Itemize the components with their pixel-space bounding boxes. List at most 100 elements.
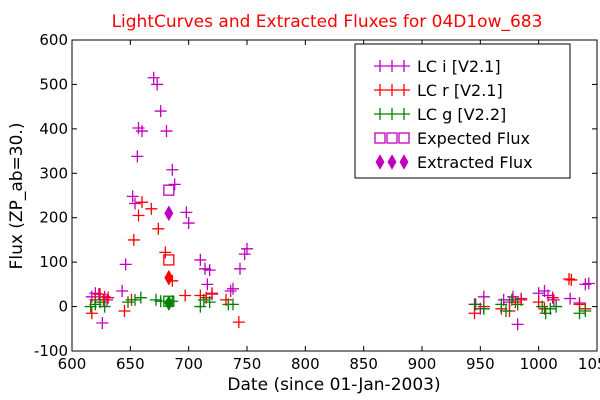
data-point — [203, 264, 216, 277]
data-point — [546, 291, 559, 304]
data-point — [129, 293, 141, 306]
data-point — [234, 262, 246, 275]
data-point — [163, 184, 175, 196]
y-tick-label: 300 — [39, 164, 68, 182]
data-point — [118, 305, 131, 318]
data-point — [573, 307, 586, 320]
data-point — [468, 307, 481, 320]
y-tick-label: 400 — [39, 120, 68, 138]
legend-marker — [398, 108, 410, 120]
data-point — [241, 242, 253, 255]
data-point — [194, 253, 207, 266]
data-point — [96, 317, 109, 330]
data-point — [89, 298, 102, 311]
data-point — [199, 262, 211, 275]
data-point — [232, 316, 245, 329]
data-point — [579, 305, 592, 318]
data-point — [511, 318, 524, 331]
y-tick-label: 100 — [39, 253, 68, 271]
y-tick-label: 200 — [39, 209, 68, 227]
data-point — [477, 302, 490, 315]
data-point — [500, 305, 512, 318]
data-point — [154, 105, 167, 118]
data-point — [129, 197, 141, 210]
x-tick-label: 750 — [233, 355, 262, 373]
data-point — [132, 121, 145, 134]
data-point — [147, 71, 160, 84]
data-point — [163, 254, 175, 266]
data-point — [582, 277, 595, 290]
x-tick-label: 850 — [349, 355, 378, 373]
legend-marker — [387, 154, 397, 170]
data-point — [145, 202, 158, 215]
legend-marker — [398, 84, 410, 96]
y-tick-label: 0 — [58, 298, 68, 316]
data-point — [102, 291, 115, 304]
data-point — [469, 298, 482, 311]
data-point — [495, 298, 508, 311]
x-tick-label: 700 — [174, 355, 203, 373]
data-point — [122, 296, 134, 309]
legend-marker — [386, 108, 398, 120]
legend-marker — [386, 132, 398, 144]
data-point — [98, 300, 111, 313]
y-tick-label: 500 — [39, 75, 68, 93]
legend-marker — [374, 84, 386, 96]
x-tick-label: 950 — [466, 355, 495, 373]
legend-marker — [398, 132, 410, 144]
data-point — [507, 290, 519, 303]
x-tick-label: 600 — [58, 355, 87, 373]
data-point — [224, 285, 237, 298]
data-point — [201, 278, 214, 291]
data-point — [544, 302, 557, 315]
data-point — [203, 296, 216, 309]
legend-marker — [386, 84, 398, 96]
data-point — [227, 298, 239, 311]
data-point — [166, 163, 179, 176]
data-point — [150, 293, 162, 306]
data-point — [168, 178, 181, 191]
data-point — [85, 307, 98, 320]
y-axis-label: Flux (ZP_ab=30.) — [7, 123, 27, 270]
legend-marker — [375, 154, 385, 170]
data-point — [536, 300, 549, 313]
data-point — [182, 217, 195, 230]
data-point — [152, 222, 165, 235]
x-tick-label: 900 — [408, 355, 437, 373]
data-point — [134, 291, 147, 304]
data-point — [564, 292, 577, 305]
data-point — [164, 205, 174, 222]
legend-marker — [399, 154, 409, 170]
y-tick-label: 600 — [39, 31, 68, 49]
data-point — [164, 269, 174, 286]
x-tick-label: 1000 — [520, 355, 558, 373]
data-point — [136, 125, 148, 138]
x-tick-label: 1050 — [578, 355, 600, 373]
plot-area-frame — [71, 39, 598, 352]
data-marks — [84, 71, 595, 331]
data-point — [136, 196, 148, 209]
data-point — [132, 209, 145, 222]
data-point — [84, 300, 97, 313]
data-point — [197, 293, 210, 306]
data-point — [179, 289, 192, 302]
data-point — [164, 295, 174, 311]
legend-marker — [386, 60, 398, 72]
data-point — [547, 293, 560, 306]
data-point — [160, 125, 173, 138]
legend-label: Extracted Flux — [417, 153, 533, 172]
data-point — [565, 273, 578, 286]
legend-label: Expected Flux — [417, 129, 530, 148]
data-point — [131, 150, 144, 163]
axes: 600 650 700 750 800 850 900 950 1000 1050 -100 0 100… — [34, 31, 600, 373]
data-point — [194, 300, 207, 313]
legend-marker — [374, 60, 386, 72]
x-tick-label: 800 — [291, 355, 320, 373]
data-point — [159, 246, 172, 259]
legend-marker — [374, 132, 386, 144]
data-point — [238, 248, 251, 261]
legend-marker — [398, 60, 410, 72]
legend-label: LC r [V2.1] — [417, 81, 503, 100]
data-point — [116, 285, 129, 298]
x-tick-label: 650 — [116, 355, 145, 373]
